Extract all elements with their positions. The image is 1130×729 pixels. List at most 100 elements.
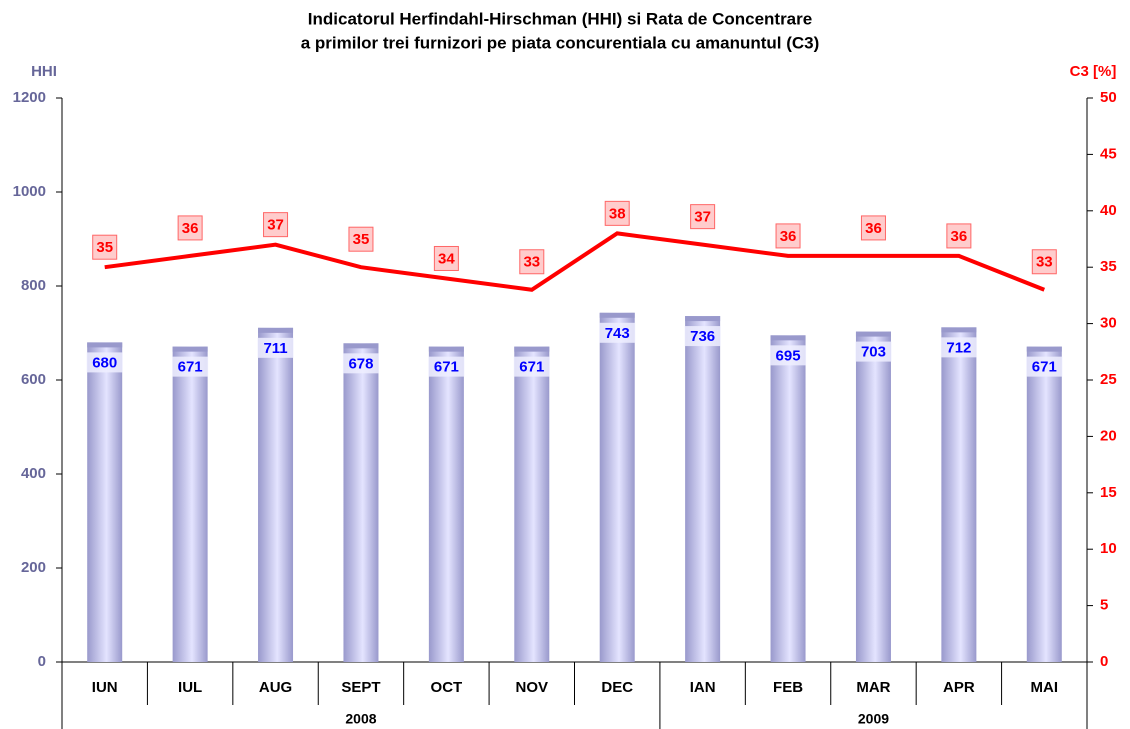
bar <box>514 346 550 662</box>
value-label: 680 <box>92 354 117 371</box>
bar <box>599 312 635 662</box>
bar-top <box>258 327 294 333</box>
x-tick-label: NOV <box>516 679 549 696</box>
y2-tick-label: 25 <box>1100 371 1117 388</box>
value-label: 695 <box>776 347 801 364</box>
value-label: 37 <box>694 209 711 226</box>
bar <box>87 342 123 662</box>
value-label-box <box>348 226 374 252</box>
value-label: 703 <box>861 344 886 361</box>
value-label: 33 <box>1036 254 1053 271</box>
value-label: 743 <box>605 325 630 342</box>
bar <box>685 316 721 662</box>
value-label-box <box>684 326 721 347</box>
value-label: 38 <box>609 205 626 222</box>
value-label-box <box>946 223 972 249</box>
y-tick-label: 1000 <box>13 183 46 200</box>
x-tick-label: MAR <box>856 679 890 696</box>
y-tick-label: 600 <box>21 371 46 388</box>
line <box>104 231 1046 292</box>
value-label-box <box>257 337 294 358</box>
y2-tick-label: 45 <box>1100 145 1117 162</box>
y2-tick-label: 35 <box>1100 258 1117 275</box>
y2-axis-label: C3 [%] <box>1070 63 1117 80</box>
value-label-box <box>604 200 630 226</box>
chart-title: Indicatorul Herfindahl-Hirschman (HHI) s… <box>308 9 812 28</box>
y-tick-label: 0 <box>38 653 46 670</box>
value-label-box <box>263 212 289 238</box>
bar <box>770 335 806 662</box>
bar-top <box>172 346 208 352</box>
value-label-box <box>433 245 459 271</box>
value-label-box <box>860 215 886 241</box>
y-axis-label: HHI <box>31 63 57 80</box>
value-label: 36 <box>182 220 199 237</box>
x-tick-label: DEC <box>601 679 633 696</box>
x-tick-label: IUL <box>178 679 202 696</box>
y-tick-label: 800 <box>21 277 46 294</box>
x-tick-label: AUG <box>259 679 292 696</box>
value-label-box <box>428 356 465 377</box>
value-label-box <box>342 353 379 374</box>
value-label: 736 <box>690 328 715 345</box>
bar-top <box>770 335 806 341</box>
value-label-box <box>690 204 716 230</box>
y2-tick-label: 15 <box>1100 484 1117 501</box>
value-label-box <box>770 345 807 366</box>
bar-top <box>428 346 464 352</box>
value-label-box <box>1026 356 1063 377</box>
y-tick-label: 400 <box>21 465 46 482</box>
x-tick-label: FEB <box>773 679 803 696</box>
x-tick-label: APR <box>943 679 975 696</box>
bar-top <box>343 343 379 349</box>
value-label: 36 <box>951 228 968 245</box>
value-label: 35 <box>353 231 370 248</box>
bar <box>855 331 891 662</box>
bar <box>343 343 379 662</box>
value-label-box <box>172 356 209 377</box>
value-label-box <box>940 337 977 358</box>
bar-top <box>941 327 977 333</box>
y2-tick-label: 20 <box>1100 427 1117 444</box>
value-label: 678 <box>348 355 373 372</box>
value-label-box <box>519 249 545 275</box>
bar-top <box>599 312 635 318</box>
bar-top <box>87 342 123 348</box>
value-label: 36 <box>780 228 797 245</box>
x-tick-label: OCT <box>431 679 463 696</box>
y2-tick-label: 30 <box>1100 315 1117 332</box>
y2-tick-label: 40 <box>1100 202 1117 219</box>
value-label-box <box>1031 249 1057 275</box>
value-label: 671 <box>1032 359 1057 376</box>
value-label-box <box>855 341 892 362</box>
value-label: 35 <box>96 239 113 256</box>
x-tick-label: IUN <box>92 679 118 696</box>
x-tick-label: IAN <box>690 679 716 696</box>
x-tick-label: SEPT <box>341 679 380 696</box>
y2-tick-label: 10 <box>1100 540 1117 557</box>
value-label: 671 <box>519 359 544 376</box>
value-label-box <box>513 356 550 377</box>
value-label: 33 <box>523 254 540 271</box>
value-label: 711 <box>263 340 287 357</box>
y2-tick-label: 50 <box>1100 89 1117 106</box>
bar <box>1026 346 1062 662</box>
bar-top <box>1026 346 1062 352</box>
bar <box>172 346 208 662</box>
value-label-box <box>86 352 123 373</box>
value-label-box <box>177 215 203 241</box>
y2-tick-label: 0 <box>1100 653 1108 670</box>
value-label-box <box>775 223 801 249</box>
value-label-box <box>599 322 636 343</box>
bar <box>258 327 294 662</box>
value-label: 37 <box>267 217 284 234</box>
value-label: 671 <box>178 359 203 376</box>
group-label: 2008 <box>345 711 376 727</box>
bar-top <box>514 346 550 352</box>
bar <box>428 346 464 662</box>
chart-title: a primilor trei furnizori pe piata concu… <box>301 33 820 52</box>
value-label: 34 <box>438 250 455 267</box>
value-label-box <box>92 234 118 260</box>
value-label: 671 <box>434 359 459 376</box>
